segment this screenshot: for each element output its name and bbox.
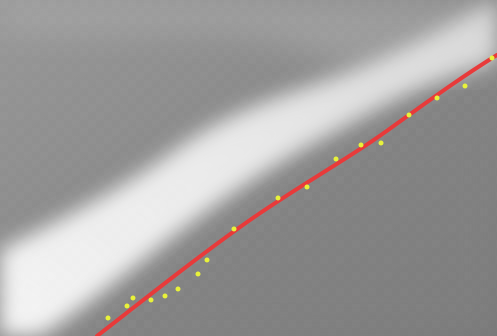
point-marker (162, 293, 168, 299)
point-marker (148, 297, 154, 303)
point-marker (130, 295, 136, 301)
point-marker (105, 315, 111, 321)
point-marker (175, 286, 181, 292)
point-marker (406, 112, 412, 118)
point-marker (358, 142, 364, 148)
point-marker (275, 195, 281, 201)
fitted-edge-line (95, 53, 497, 336)
point-marker (231, 226, 237, 232)
point-marker (304, 184, 310, 190)
point-marker (124, 303, 130, 309)
points-layer (105, 55, 495, 321)
point-marker (462, 83, 468, 89)
point-marker (434, 95, 440, 101)
point-marker (195, 271, 201, 277)
point-marker (204, 257, 210, 263)
point-marker (489, 55, 495, 61)
point-marker (378, 140, 384, 146)
point-marker (333, 156, 339, 162)
